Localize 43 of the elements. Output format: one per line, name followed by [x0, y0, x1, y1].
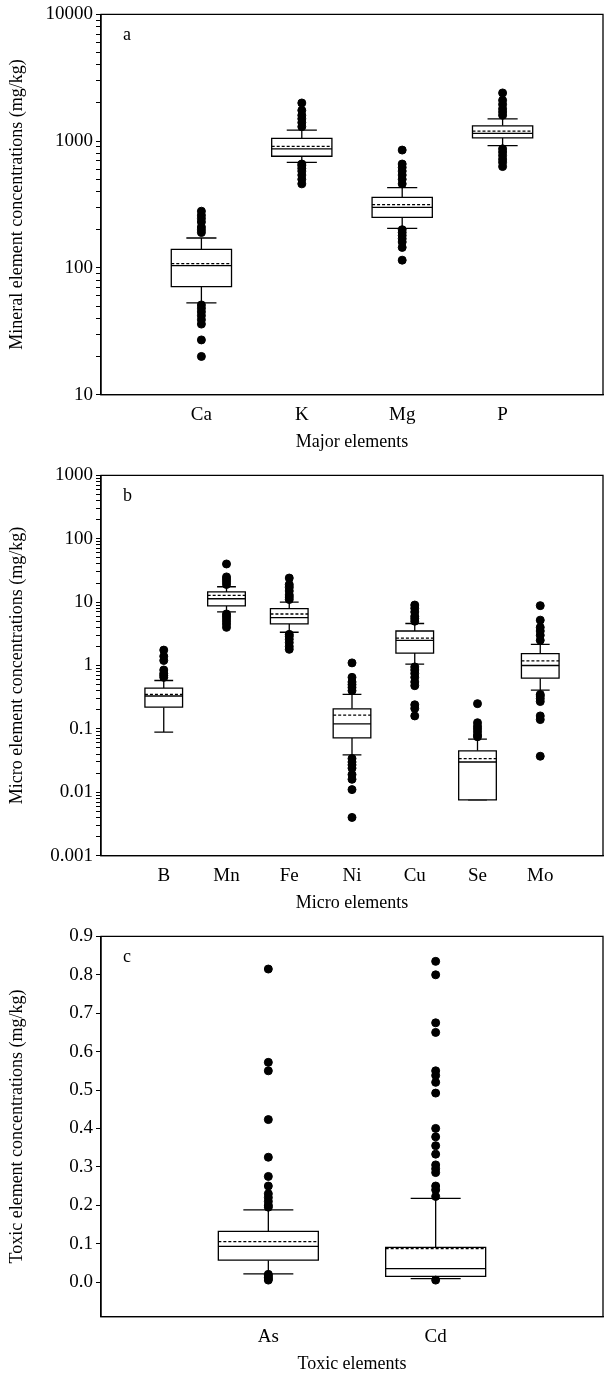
y-tick-label: 10 [74, 590, 93, 612]
x-tick-label: As [257, 1324, 279, 1346]
x-axis-title: Major elements [295, 430, 409, 451]
y-axis-title: Mineral element concentrations (mg/kg) [5, 59, 27, 350]
y-tick-label: 1000 [55, 129, 93, 151]
y-tick-label: 10 [74, 382, 93, 404]
x-tick-label: Ni [342, 863, 362, 885]
x-tick-label: Mo [527, 863, 554, 885]
annotation: a [123, 24, 131, 45]
annotation: c [123, 946, 131, 967]
y-tick-label: 1 [83, 653, 93, 675]
x-tick-label: Ca [190, 402, 213, 424]
y-axis-title: Toxic element concentrations (mg/kg) [5, 989, 27, 1264]
y-tick-label: 100 [64, 255, 93, 277]
x-tick-label: Mn [213, 863, 241, 885]
x-tick-label: B [157, 863, 171, 885]
x-tick-label: Mg [389, 402, 416, 424]
y-tick-label: 100 [64, 526, 93, 548]
y-tick-label: 1000 [55, 463, 93, 485]
y-tick-label: 0.001 [50, 843, 93, 865]
y-tick-label: 0.5 [69, 1078, 93, 1099]
x-tick-label: Fe [279, 863, 299, 885]
x-tick-label: Se [468, 863, 487, 885]
y-tick-label: 0.8 [69, 962, 93, 984]
y-tick-label: 0.1 [69, 1231, 93, 1253]
x-tick-label: P [497, 402, 508, 424]
y-tick-label: 0.6 [69, 1039, 93, 1061]
x-axis-title: Micro elements [295, 891, 409, 912]
x-tick-label: Cd [424, 1324, 448, 1346]
y-tick-label: 0.01 [59, 780, 93, 802]
y-tick-label: 0.9 [69, 924, 93, 946]
x-axis-title: Toxic elements [297, 1352, 407, 1373]
x-tick-label: K [294, 402, 309, 424]
y-tick-label: 0.3 [69, 1154, 93, 1176]
annotation: b [123, 485, 132, 506]
y-tick-label: 0.4 [69, 1116, 94, 1138]
y-tick-label: 0.2 [69, 1193, 93, 1215]
y-tick-label: 0.0 [69, 1270, 93, 1292]
y-tick-label: 10000 [45, 2, 93, 24]
y-tick-label: 0.7 [69, 1001, 93, 1023]
y-axis-title: Micro element concentrations (mg/kg) [5, 526, 27, 805]
y-tick-label: 0.1 [69, 716, 93, 738]
x-tick-label: Cu [403, 863, 427, 885]
